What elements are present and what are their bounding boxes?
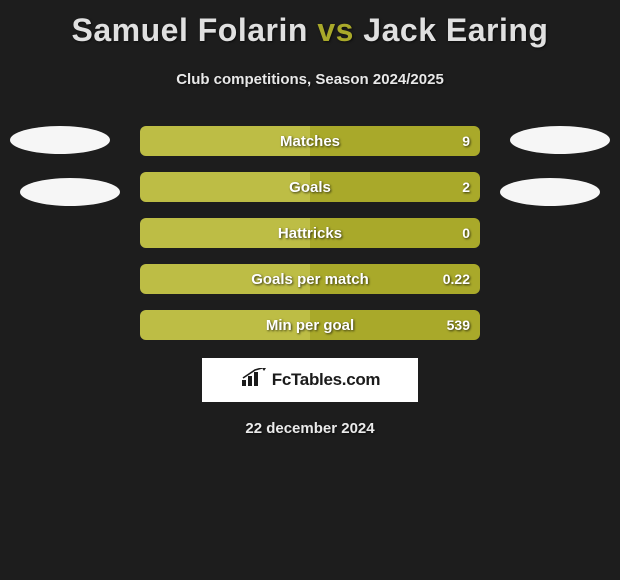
logo-text: FcTables.com [272,370,381,390]
bar-left [140,310,310,340]
avatar-placeholder-right-1 [510,126,610,154]
bar-row: Hattricks0 [140,218,480,248]
bar-right [310,126,480,156]
bar-row: Min per goal539 [140,310,480,340]
player2-name: Jack Earing [363,12,548,48]
subtitle: Club competitions, Season 2024/2025 [0,71,620,88]
bar-left [140,126,310,156]
avatar-placeholder-left-1 [10,126,110,154]
date-line: 22 december 2024 [0,420,620,437]
bar-row: Matches9 [140,126,480,156]
bars-container: Matches9 Goals2 Hattricks0 Goals per match0… [140,126,480,356]
bar-left [140,218,310,248]
comparison-chart: Matches9 Goals2 Hattricks0 Goals per match0… [0,126,620,346]
page-title: Samuel Folarin vs Jack Earing [0,0,620,49]
avatar-placeholder-left-2 [20,178,120,206]
player1-name: Samuel Folarin [72,12,308,48]
bar-right [310,310,480,340]
vs-text: vs [317,12,354,48]
bar-left [140,172,310,202]
avatar-placeholder-right-2 [500,178,600,206]
bar-right [310,218,480,248]
bar-right [310,264,480,294]
bar-row: Goals per match0.22 [140,264,480,294]
bar-right [310,172,480,202]
logo-box: FcTables.com [202,358,418,402]
bar-left [140,264,310,294]
bar-row: Goals2 [140,172,480,202]
chart-icon [240,368,268,393]
